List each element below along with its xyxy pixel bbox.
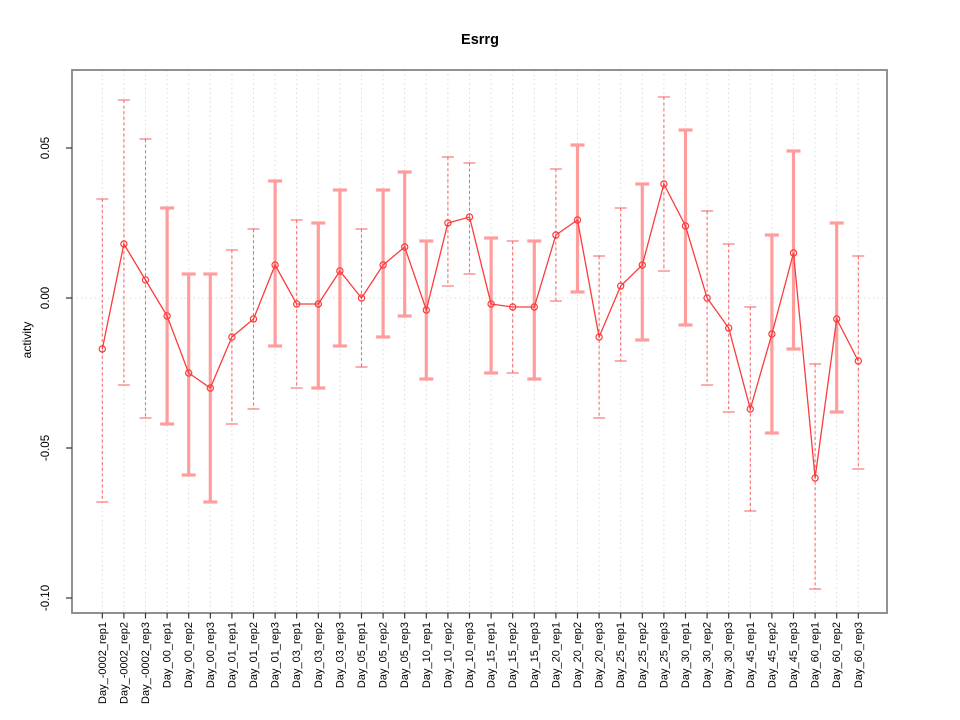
x-tick-label-Day_45_rep3: Day_45_rep3: [788, 622, 800, 688]
data-point-Day_00_rep1: [163, 312, 171, 320]
data-point-Day_45_rep1: [746, 405, 755, 413]
data-point-Day_25_rep2: [638, 261, 647, 269]
x-tick-label-Day_45_rep1: Day_45_rep1: [745, 622, 757, 688]
x-tick-label-Day_25_rep1: Day_25_rep1: [615, 622, 627, 688]
data-point-Day_20_rep2: [573, 216, 582, 224]
x-tick-label-Day_60_rep2: Day_60_rep2: [831, 622, 843, 688]
data-point-Day_15_rep3: [530, 303, 539, 311]
data-point-Day_45_rep2: [768, 330, 776, 338]
x-tick-label-Day_05_rep3: Day_05_rep3: [399, 622, 411, 688]
chart-title: Esrrg: [461, 32, 499, 48]
plot-box-border: [71, 69, 888, 614]
x-tick-label-Day_60_rep1: Day_60_rep1: [810, 622, 822, 688]
x-tick-label-Day_03_rep2: Day_03_rep2: [313, 622, 325, 688]
x-tick-label-Day_25_rep2: Day_25_rep2: [637, 622, 649, 688]
x-tick-label-Day_05_rep1: Day_05_rep1: [356, 622, 368, 688]
x-tick-label-Day_10_rep1: Day_10_rep1: [421, 622, 433, 688]
x-tick-label-Day_05_rep2: Day_05_rep2: [378, 622, 390, 688]
x-tick-label-Day_10_rep2: Day_10_rep2: [442, 622, 454, 688]
data-point-Day_-0002_rep1: [98, 345, 107, 353]
y-tick-label: 0.05: [40, 137, 52, 159]
data-point-Day_10_rep3: [465, 213, 474, 221]
x-tick-label-Day_60_rep3: Day_60_rep3: [853, 622, 865, 688]
data-point-Day_10_rep2: [444, 219, 452, 227]
data-point-Day_20_rep3: [595, 333, 603, 341]
x-tick-label-Day_-0002_rep1: Day_-0002_rep1: [97, 622, 109, 704]
data-point-Day_60_rep3: [854, 357, 863, 365]
x-tick-label-Day_01_rep1: Day_01_rep1: [226, 622, 238, 688]
x-tick-label-Day_-0002_rep2: Day_-0002_rep2: [118, 622, 130, 704]
data-point-Day_05_rep2: [379, 261, 387, 269]
data-point-Day_10_rep1: [422, 306, 430, 314]
data-point-Day_-0002_rep2: [120, 240, 128, 248]
data-point-Day_25_rep3: [660, 180, 668, 188]
x-tick-label-Day_15_rep3: Day_15_rep3: [529, 622, 541, 688]
data-point-Day_30_rep3: [725, 324, 733, 332]
data-point-Day_03_rep3: [336, 267, 344, 275]
x-tick-label-Day_10_rep3: Day_10_rep3: [464, 622, 476, 688]
x-tick-label-Day_01_rep2: Day_01_rep2: [248, 622, 260, 688]
data-point-Day_00_rep2: [184, 369, 193, 377]
data-point-Day_05_rep1: [357, 294, 366, 302]
data-point-Day_30_rep1: [681, 222, 690, 230]
data-point-Day_45_rep3: [789, 249, 798, 257]
data-point-Day_03_rep2: [314, 300, 322, 308]
data-point-Day_15_rep2: [509, 303, 517, 311]
x-tick-label-Day_15_rep2: Day_15_rep2: [507, 622, 519, 688]
y-tick-label: -0.10: [40, 585, 52, 611]
x-tick-label-Day_03_rep1: Day_03_rep1: [291, 622, 303, 688]
y-tick-label: -0.05: [40, 435, 52, 461]
data-point-Day_25_rep1: [617, 282, 625, 290]
x-tick-label-Day_00_rep3: Day_00_rep3: [205, 622, 217, 688]
x-tick-label-Day_25_rep3: Day_25_rep3: [658, 622, 670, 688]
data-point-Day_00_rep3: [206, 384, 214, 392]
x-tick-label-Day_30_rep3: Day_30_rep3: [723, 622, 735, 688]
data-point-Day_03_rep1: [293, 300, 301, 308]
y-tick-label: 0.00: [40, 287, 52, 309]
x-tick-label-Day_20_rep3: Day_20_rep3: [594, 622, 606, 688]
x-tick-label-Day_00_rep2: Day_00_rep2: [183, 622, 195, 688]
data-point-Day_-0002_rep3: [141, 276, 150, 284]
x-tick-label-Day_30_rep1: Day_30_rep1: [680, 622, 692, 688]
data-point-Day_30_rep2: [703, 294, 711, 302]
data-point-Day_20_rep1: [552, 231, 560, 239]
x-tick-label-Day_-0002_rep3: Day_-0002_rep3: [140, 622, 152, 704]
data-point-Day_01_rep3: [271, 261, 279, 269]
x-tick-label-Day_20_rep2: Day_20_rep2: [572, 622, 584, 688]
x-tick-label-Day_15_rep1: Day_15_rep1: [486, 622, 498, 688]
data-point-Day_60_rep2: [833, 315, 841, 323]
data-point-Day_01_rep2: [249, 315, 258, 323]
x-tick-label-Day_01_rep3: Day_01_rep3: [270, 622, 282, 688]
x-tick-label-Day_45_rep2: Day_45_rep2: [766, 622, 778, 688]
x-tick-label-Day_30_rep2: Day_30_rep2: [702, 622, 714, 688]
x-tick-label-Day_00_rep1: Day_00_rep1: [162, 622, 174, 688]
data-point-Day_01_rep1: [228, 333, 236, 341]
data-point-Day_15_rep1: [487, 300, 495, 308]
x-tick-label-Day_20_rep1: Day_20_rep1: [550, 622, 562, 688]
data-point-Day_05_rep3: [401, 243, 409, 251]
series-line: [101, 182, 859, 479]
x-tick-label-Day_03_rep3: Day_03_rep3: [334, 622, 346, 688]
data-point-Day_60_rep1: [811, 474, 819, 482]
